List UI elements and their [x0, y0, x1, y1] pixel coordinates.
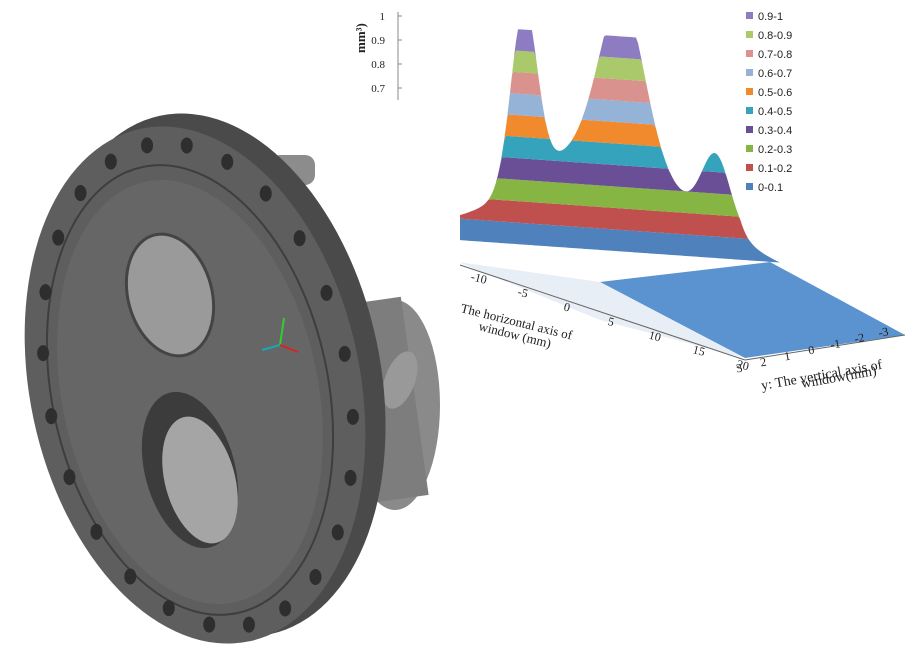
bolt-hole: [105, 154, 117, 170]
legend-label: 0.6-0.7: [758, 68, 792, 80]
legend-swatch: [746, 69, 753, 76]
bolt-hole: [243, 617, 255, 633]
legend-swatch: [746, 183, 753, 190]
figure: mm³) 1 0.9 0.8 0.7 0.9-1 0.8-0.9 0.7-0.8 0.6-0…: [0, 0, 918, 650]
legend-label: 0.1-0.2: [758, 163, 792, 175]
bolt-hole: [63, 469, 75, 485]
cad-render: [0, 81, 460, 650]
bolt-hole: [124, 569, 136, 585]
legend-label: 0.5-0.6: [758, 87, 792, 99]
legend-label: 0.3-0.4: [758, 125, 792, 137]
x-tick-label: -5: [516, 285, 529, 301]
bolt-hole: [37, 345, 49, 361]
bolt-hole: [141, 137, 153, 153]
x-tick-label: 10: [647, 328, 662, 344]
legend-swatch: [746, 31, 753, 38]
z-axis-label: mm³): [353, 23, 368, 53]
z-tick-label: 0.9: [371, 35, 385, 47]
bolt-hole: [339, 346, 351, 362]
bolt-hole: [203, 617, 215, 633]
legend: 0.9-1 0.8-0.9 0.7-0.8 0.6-0.7 0.5-0.6 0.4-0.5…: [746, 11, 792, 194]
bolt-hole: [294, 230, 306, 246]
bolt-hole: [75, 185, 87, 201]
bolt-hole: [52, 230, 64, 246]
bolt-hole: [260, 185, 272, 201]
bolt-hole: [90, 524, 102, 540]
z-axis: mm³) 1 0.9 0.8 0.7: [353, 11, 402, 100]
legend-label: 0.7-0.8: [758, 49, 792, 61]
legend-swatch: [746, 107, 753, 114]
bolt-hole: [321, 285, 333, 301]
z-tick-label: 0.8: [371, 59, 385, 71]
legend-swatch: [746, 50, 753, 57]
legend-swatch: [746, 12, 753, 19]
bolt-hole: [332, 524, 344, 540]
legend-label: 0.8-0.9: [758, 30, 792, 42]
legend-swatch: [746, 126, 753, 133]
legend-label: 0.2-0.3: [758, 144, 792, 156]
legend-label: 0-0.1: [758, 182, 783, 194]
legend-label: 0.4-0.5: [758, 106, 792, 118]
bolt-hole: [163, 600, 175, 616]
z-tick-label: 1: [380, 11, 386, 23]
legend-swatch: [746, 164, 753, 171]
page: mm³) 1 0.9 0.8 0.7 0.9-1 0.8-0.9 0.7-0.8 0.6-0…: [0, 0, 918, 650]
legend-swatch: [746, 88, 753, 95]
legend-label: 0.9-1: [758, 11, 783, 23]
surface-plot: [458, 29, 905, 358]
bolt-hole: [45, 408, 57, 424]
bolt-hole: [181, 137, 193, 153]
legend-swatch: [746, 145, 753, 152]
bolt-hole: [345, 470, 357, 486]
x-tick-label: 15: [691, 342, 706, 358]
bolt-hole: [279, 600, 291, 616]
bolt-hole: [347, 409, 359, 425]
bolt-hole: [221, 154, 233, 170]
bolt-hole: [39, 284, 51, 300]
bolt-hole: [309, 569, 321, 585]
z-tick-label: 0.7: [371, 83, 385, 95]
x-tick-label: -10: [470, 269, 489, 286]
